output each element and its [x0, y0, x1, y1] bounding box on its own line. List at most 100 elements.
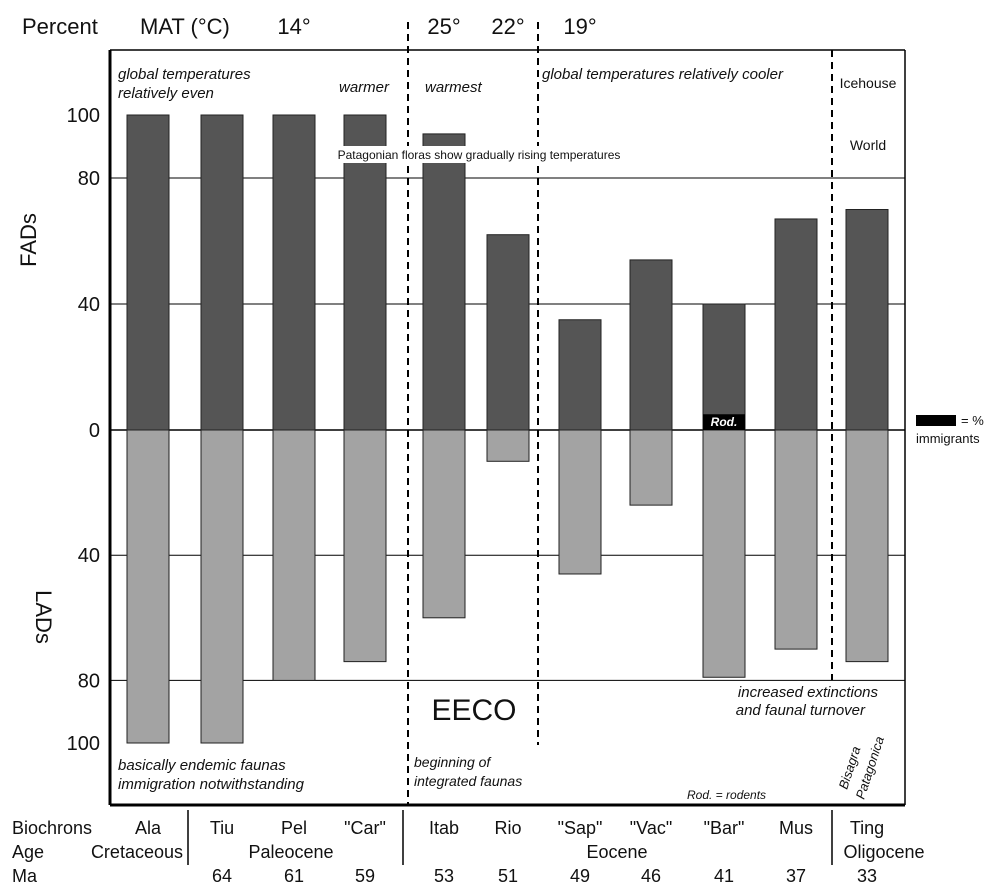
annotation-warmer: warmer [339, 79, 390, 96]
immigrant-bar-label: Rod. [711, 415, 738, 429]
lad-bar [774, 429, 818, 650]
fad-bar [343, 114, 387, 431]
bars: Rod. [126, 114, 889, 744]
fad-bar [845, 209, 889, 431]
lads-axis-label: LADs [31, 590, 56, 644]
annotation-bisagra-2: Patagonica [853, 734, 887, 801]
lad-bar [343, 429, 387, 663]
ma-value: 59 [355, 866, 375, 886]
biochron-labels: Ala Tiu 64 Pel 61 "Car" 59 Itab 53 Rio 51 "Sap" 49 "V… [135, 818, 884, 886]
lad-bar [126, 429, 170, 744]
y-axis: 100 80 40 0 40 80 100 FADs LADs [16, 105, 100, 755]
annotation-warmest: warmest [425, 79, 483, 96]
ma-value: 33 [857, 866, 877, 886]
legend-swatch [916, 415, 956, 426]
ma-value: 49 [570, 866, 590, 886]
ma-label: Ma [12, 866, 38, 886]
legend: = % immigrants [916, 413, 984, 446]
plot-frame [108, 49, 906, 807]
age-cretaceous: Cretaceous [91, 842, 183, 862]
percent-label: Percent [22, 14, 98, 39]
fad-bar [422, 133, 466, 431]
annotation-rodents: Rod. = rodents [687, 788, 766, 802]
fad-bar [272, 114, 316, 431]
fad-bar [126, 114, 170, 431]
annotation-eeco: EECO [431, 694, 516, 727]
y-tick-label: 0 [89, 420, 100, 442]
fad-bar [486, 234, 530, 431]
legend-line-2: immigrants [916, 431, 980, 446]
y-tick-label: 100 [67, 733, 100, 755]
temperature-label: 14° [277, 14, 310, 39]
fad-bar [629, 259, 673, 431]
biochron-label: Pel [281, 818, 307, 838]
annotation-global-even-2: relatively even [118, 85, 214, 102]
annotation-cooler: global temperatures relatively cooler [542, 66, 784, 83]
biochron-label: Tiu [210, 818, 234, 838]
biochron-label: "Vac" [630, 818, 672, 838]
y-tick-labels: 100 80 40 0 40 80 100 [67, 105, 100, 755]
fads-axis-label: FADs [16, 213, 41, 267]
biochron-label: "Bar" [704, 818, 745, 838]
annotation-extinctions-2: and faunal turnover [736, 702, 866, 719]
age-paleocene: Paleocene [248, 842, 333, 862]
annotation-global-even-1: global temperatures [118, 66, 251, 83]
temperature-label: 25° [427, 14, 460, 39]
temperature-label: 19° [563, 14, 596, 39]
age-eocene: Eocene [586, 842, 647, 862]
y-tick-label: 100 [67, 105, 100, 127]
fad-bar [702, 303, 746, 431]
lad-bar [486, 429, 530, 462]
lad-bar [422, 429, 466, 619]
biochrons-label: Biochrons [12, 818, 92, 838]
y-tick-label: 40 [78, 294, 100, 316]
ma-value: 64 [212, 866, 232, 886]
ma-value: 41 [714, 866, 734, 886]
annotation-icehouse-1: Icehouse [840, 75, 897, 91]
biochron-label: Ting [850, 818, 884, 838]
ma-value: 46 [641, 866, 661, 886]
annotation-endemic-1: basically endemic faunas [118, 757, 286, 774]
ma-value: 61 [284, 866, 304, 886]
immigrant-bar [703, 414, 745, 430]
biochron-label: "Car" [344, 818, 386, 838]
ma-value: 53 [434, 866, 454, 886]
fad-bar [558, 319, 602, 431]
temperature-labels: 14° 25° 22° 19° [277, 14, 596, 39]
patagonian-label-bg [320, 146, 638, 163]
legend-line-1: = % [961, 413, 984, 428]
ma-value: 37 [786, 866, 806, 886]
annotations: global temperatures relatively even warm… [118, 66, 897, 802]
period-boundaries [407, 22, 833, 805]
biochron-label: "Sap" [558, 818, 603, 838]
annotation-endemic-2: immigration notwithstanding [118, 776, 305, 793]
fad-bar [774, 218, 818, 431]
biochron-label: Rio [494, 818, 521, 838]
annotation-patagonian: Patagonian floras show gradually rising … [338, 148, 621, 162]
bottom-table: Biochrons Age Ma Cretaceous Paleocene Eo… [12, 810, 925, 886]
mat-label: MAT (°C) [140, 14, 230, 39]
y-tick-label: 40 [78, 545, 100, 567]
lad-bar [629, 429, 673, 506]
annotation-extinctions-1: increased extinctions [738, 684, 879, 701]
annotation-integrated-2: integrated faunas [414, 773, 522, 789]
annotation-integrated-1: beginning of [414, 754, 492, 770]
fad-bar [200, 114, 244, 431]
y-tick-label: 80 [78, 670, 100, 692]
lad-bar [272, 429, 316, 681]
biochron-label: Mus [779, 818, 813, 838]
biochron-label: Ala [135, 818, 162, 838]
lad-bar [702, 429, 746, 678]
lad-bar [845, 429, 889, 663]
temperature-label: 22° [491, 14, 524, 39]
lad-bar [200, 429, 244, 744]
lad-bar [558, 429, 602, 575]
y-tick-label: 80 [78, 168, 100, 190]
header: Percent MAT (°C) 14° 25° 22° 19° [22, 14, 597, 39]
biochron-label: Itab [429, 818, 459, 838]
ma-value: 51 [498, 866, 518, 886]
annotation-icehouse-2: World [850, 137, 886, 153]
age-label: Age [12, 842, 44, 862]
age-oligocene: Oligocene [843, 842, 924, 862]
